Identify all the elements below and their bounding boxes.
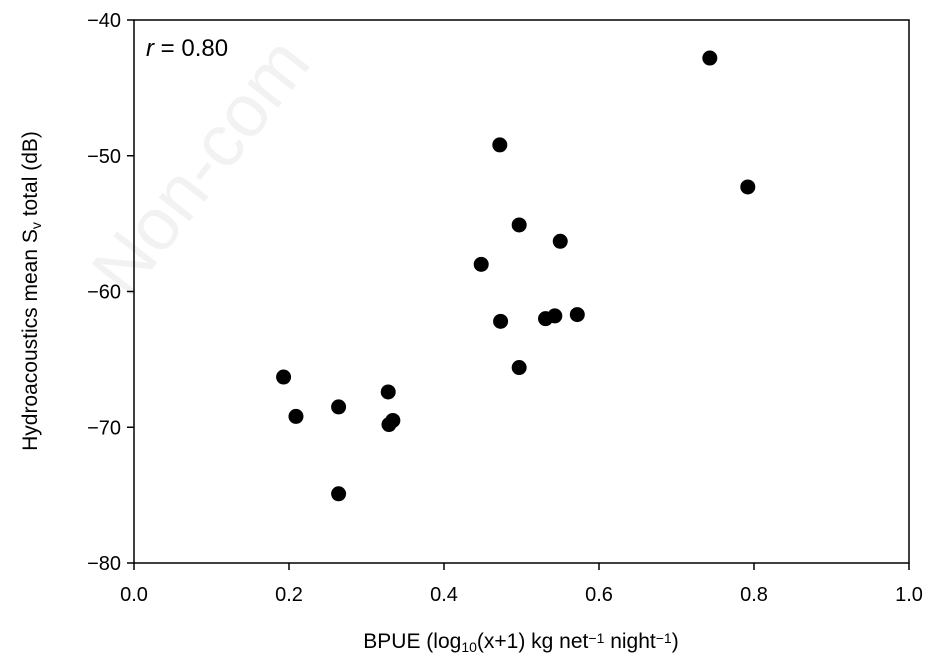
y-tick-label: −80 <box>87 553 121 575</box>
data-point <box>511 217 527 233</box>
data-point <box>331 486 347 502</box>
y-tick-label: −70 <box>87 417 121 439</box>
x-tick-label: 0.0 <box>120 584 148 606</box>
data-point <box>385 412 401 428</box>
data-point <box>473 256 489 272</box>
x-axis-title: BPUE (log10(x+1) kg net−1 night−1) <box>363 630 678 655</box>
x-tick-label: 0.8 <box>740 584 768 606</box>
data-point <box>492 137 508 153</box>
x-tick-label: 0.2 <box>275 584 303 606</box>
data-point <box>702 50 718 66</box>
x-tick-label: 1.0 <box>895 584 923 606</box>
y-tick-label: −50 <box>87 146 121 168</box>
correlation-annotation: r = 0.80 <box>146 35 228 62</box>
ticks: 0.0 0.2 0.4 0.6 0.8 1.0 −80 −70 −60 −50 −40 <box>87 10 923 606</box>
y-tick-label: −40 <box>87 10 121 32</box>
y-axis-title: Hydroacoustics mean Sv total (dB) <box>19 131 44 451</box>
data-point <box>288 408 304 424</box>
data-point <box>511 360 527 376</box>
data-point <box>276 369 292 385</box>
data-point <box>569 307 585 323</box>
data-point <box>547 308 563 324</box>
data-point <box>380 384 396 400</box>
data-point <box>331 399 347 415</box>
data-points <box>276 50 756 502</box>
data-point <box>740 179 756 195</box>
x-tick-label: 0.6 <box>585 584 613 606</box>
x-tick-label: 0.4 <box>430 584 458 606</box>
data-point <box>552 233 568 249</box>
y-tick-label: −60 <box>87 282 121 304</box>
data-point <box>493 313 509 329</box>
